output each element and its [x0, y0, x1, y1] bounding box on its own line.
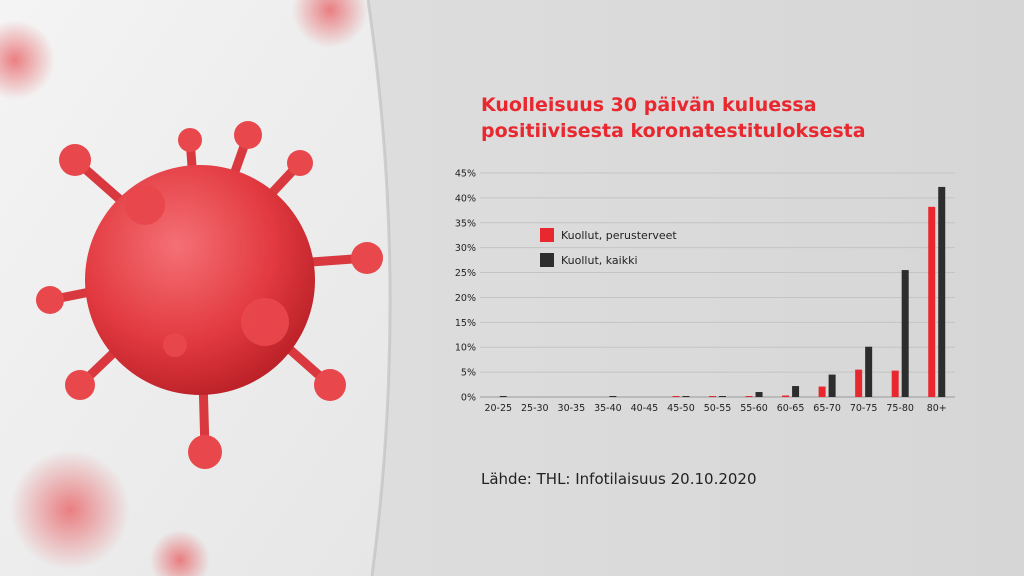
bar — [891, 370, 899, 397]
bar — [855, 369, 863, 397]
y-tick-label: 35% — [455, 218, 476, 229]
bar — [682, 396, 690, 397]
bar — [792, 386, 800, 397]
source-note: Lähde: THL: Infotilaisuus 20.10.2020 — [481, 470, 757, 488]
x-tick-label: 20-25 — [484, 403, 512, 414]
bar — [672, 396, 680, 397]
x-tick-label: 65-70 — [813, 403, 841, 414]
chart-title-line-2: positiivisesta koronatestituloksesta — [481, 120, 866, 142]
y-tick-label: 0% — [461, 393, 476, 404]
x-tick-label: 70-75 — [850, 403, 878, 414]
x-tick-label: 60-65 — [777, 403, 805, 414]
y-tick-label: 10% — [455, 343, 476, 354]
x-tick-label: 35-40 — [594, 403, 622, 414]
chart-title-line-1: Kuolleisuus 30 päivän kuluessa — [481, 94, 817, 116]
x-tick-label: 40-45 — [631, 403, 659, 414]
bar — [719, 396, 726, 397]
y-tick-label: 40% — [455, 193, 476, 204]
bar — [828, 374, 836, 397]
chart-title: Kuolleisuus 30 päivän kuluessa positiivi… — [481, 92, 981, 144]
bar — [755, 392, 763, 397]
x-tick-label: 75-80 — [886, 403, 914, 414]
bar — [709, 396, 716, 397]
legend-label: Kuollut, kaikki — [561, 254, 638, 267]
bar — [609, 396, 617, 397]
y-tick-label: 30% — [455, 243, 476, 254]
y-tick-label: 20% — [455, 293, 476, 304]
bar — [499, 396, 507, 397]
virus-illustration — [36, 121, 383, 469]
legend-swatch — [540, 253, 554, 267]
x-tick-label: 25-30 — [521, 403, 549, 414]
y-tick-label: 15% — [455, 318, 476, 329]
legend-swatch — [540, 228, 554, 242]
y-tick-label: 45% — [455, 169, 476, 180]
y-tick-label: 25% — [455, 268, 476, 279]
bar — [782, 395, 790, 397]
bar — [745, 396, 753, 397]
bar-chart: 0% 5% 10% 15% 20% 25% 30% 35% 40% 45% 20-25 25-30 30… — [455, 169, 955, 414]
bar — [928, 206, 936, 397]
x-tick-label: 50-55 — [704, 403, 732, 414]
x-tick-label: 30-35 — [558, 403, 586, 414]
bar — [938, 186, 946, 397]
x-tick-label: 55-60 — [740, 403, 768, 414]
x-tick-label: 80+ — [927, 403, 947, 414]
y-tick-label: 5% — [461, 368, 476, 379]
legend-label: Kuollut, perusterveet — [561, 229, 677, 242]
bar — [901, 270, 909, 397]
x-tick-label: 45-50 — [667, 403, 695, 414]
bar — [818, 386, 826, 397]
bar — [865, 346, 873, 397]
